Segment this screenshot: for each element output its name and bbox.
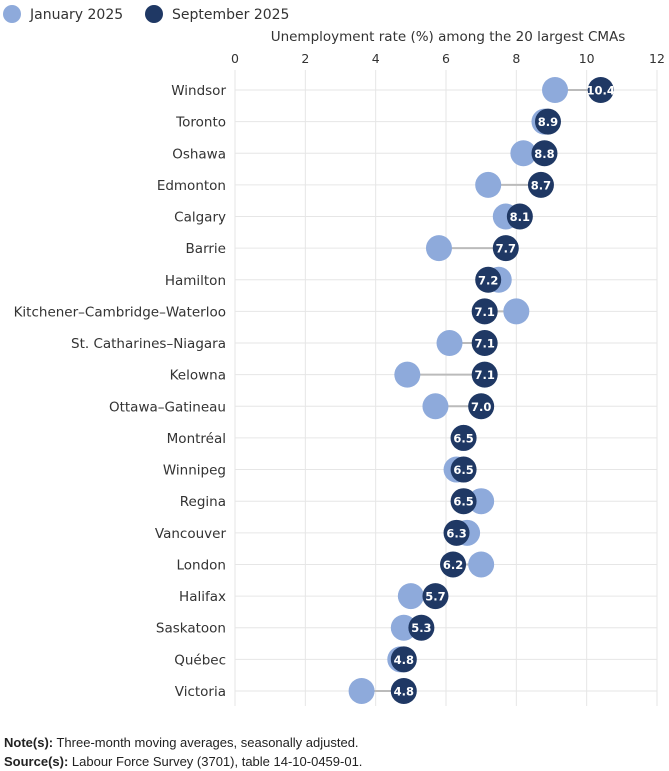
data-label: 5.3 bbox=[411, 621, 431, 635]
point-january-2025 bbox=[436, 330, 463, 357]
category-label: Vancouver bbox=[155, 526, 227, 542]
point-september-2025 bbox=[390, 646, 417, 673]
chart-title: Unemployment rate (%) among the 20 large… bbox=[271, 29, 626, 45]
point-september-2025 bbox=[390, 677, 417, 704]
data-label: 7.1 bbox=[474, 305, 494, 319]
point-september-2025 bbox=[492, 235, 519, 262]
point-september-2025 bbox=[408, 614, 435, 641]
legend-label-september: September 2025 bbox=[172, 7, 289, 23]
note-text: Three-month moving averages, seasonally … bbox=[53, 735, 359, 750]
point-september-2025 bbox=[450, 456, 477, 483]
point-january-2025 bbox=[475, 171, 502, 198]
category-label: Montréal bbox=[167, 431, 226, 447]
source-label: Source(s): bbox=[4, 754, 69, 769]
category-label: London bbox=[177, 557, 227, 573]
data-label: 6.2 bbox=[443, 558, 463, 572]
category-label: Toronto bbox=[175, 115, 226, 131]
note-label: Note(s): bbox=[4, 735, 54, 750]
data-label: 10.4 bbox=[587, 84, 615, 98]
category-label: Regina bbox=[180, 494, 226, 510]
point-september-2025 bbox=[471, 330, 498, 357]
data-label: 6.5 bbox=[453, 463, 473, 477]
point-january-2025 bbox=[397, 583, 424, 610]
x-tick-label: 8 bbox=[512, 51, 520, 66]
data-label: 7.1 bbox=[474, 337, 494, 351]
point-september-2025 bbox=[587, 77, 614, 103]
point-september-2025 bbox=[471, 361, 498, 388]
data-label: 6.3 bbox=[446, 526, 466, 540]
category-label: Québec bbox=[174, 652, 226, 668]
data-label: 8.1 bbox=[510, 210, 530, 224]
data-label: 7.1 bbox=[474, 368, 494, 382]
data-label: 4.8 bbox=[394, 684, 414, 698]
category-label: Victoria bbox=[175, 684, 226, 700]
data-label: 6.5 bbox=[453, 431, 473, 445]
legend: January 2025 September 2025 bbox=[3, 5, 289, 23]
point-january-2025 bbox=[425, 235, 452, 262]
x-tick-label: 0 bbox=[231, 51, 239, 66]
notes: Note(s): Three-month moving averages, se… bbox=[4, 733, 362, 771]
category-label: Winnipeg bbox=[163, 463, 226, 479]
source-text: Labour Force Survey (3701), table 14-10-… bbox=[68, 754, 363, 769]
point-september-2025 bbox=[506, 203, 533, 230]
x-tick-label: 10 bbox=[579, 51, 595, 66]
point-september-2025 bbox=[443, 519, 470, 546]
category-label: Barrie bbox=[186, 241, 226, 257]
category-label: Ottawa–Gatineau bbox=[109, 399, 226, 415]
x-tick-label: 6 bbox=[442, 51, 450, 66]
point-january-2025 bbox=[468, 551, 495, 578]
data-label: 6.5 bbox=[453, 495, 473, 509]
point-september-2025 bbox=[440, 551, 467, 578]
category-label: St. Catharines–Niagara bbox=[71, 336, 226, 352]
point-september-2025 bbox=[531, 140, 558, 167]
category-label: Windsor bbox=[171, 83, 226, 99]
x-tick-label: 2 bbox=[301, 51, 309, 66]
category-label: Oshawa bbox=[172, 146, 226, 162]
x-tick-label: 4 bbox=[372, 51, 380, 66]
point-september-2025 bbox=[422, 583, 449, 610]
data-label: 4.8 bbox=[394, 653, 414, 667]
data-label: 8.9 bbox=[538, 115, 558, 129]
point-january-2025 bbox=[394, 361, 421, 388]
legend-marker-january bbox=[3, 5, 21, 23]
point-september-2025 bbox=[450, 488, 477, 515]
category-label: Kitchener–Cambridge–Waterloo bbox=[14, 304, 226, 320]
point-september-2025 bbox=[468, 393, 495, 420]
data-label: 8.8 bbox=[534, 147, 554, 161]
point-january-2025 bbox=[503, 298, 530, 325]
category-label: Halifax bbox=[179, 589, 226, 605]
data-label: 7.7 bbox=[496, 242, 516, 256]
point-september-2025 bbox=[475, 266, 502, 293]
data-label: 8.7 bbox=[531, 178, 551, 192]
data-label: 7.0 bbox=[471, 400, 491, 414]
legend-label-january: January 2025 bbox=[29, 7, 123, 23]
x-tick-label: 12 bbox=[649, 51, 665, 66]
category-label: Hamilton bbox=[165, 273, 226, 289]
point-september-2025 bbox=[471, 298, 498, 325]
category-label: Calgary bbox=[174, 210, 226, 226]
point-september-2025 bbox=[534, 108, 561, 135]
point-september-2025 bbox=[527, 171, 554, 198]
point-september-2025 bbox=[450, 424, 477, 451]
point-january-2025 bbox=[542, 77, 569, 103]
legend-marker-september bbox=[145, 5, 163, 23]
point-january-2025 bbox=[422, 393, 449, 420]
point-january-2025 bbox=[510, 140, 537, 167]
category-label: Kelowna bbox=[170, 368, 226, 384]
point-january-2025 bbox=[348, 677, 375, 704]
category-label: Edmonton bbox=[157, 178, 226, 194]
dumbbell-chart: January 2025 September 2025 Unemployment… bbox=[3, 5, 665, 706]
data-label: 5.7 bbox=[425, 590, 445, 604]
category-label: Saskatoon bbox=[156, 621, 226, 637]
data-label: 7.2 bbox=[478, 273, 498, 287]
